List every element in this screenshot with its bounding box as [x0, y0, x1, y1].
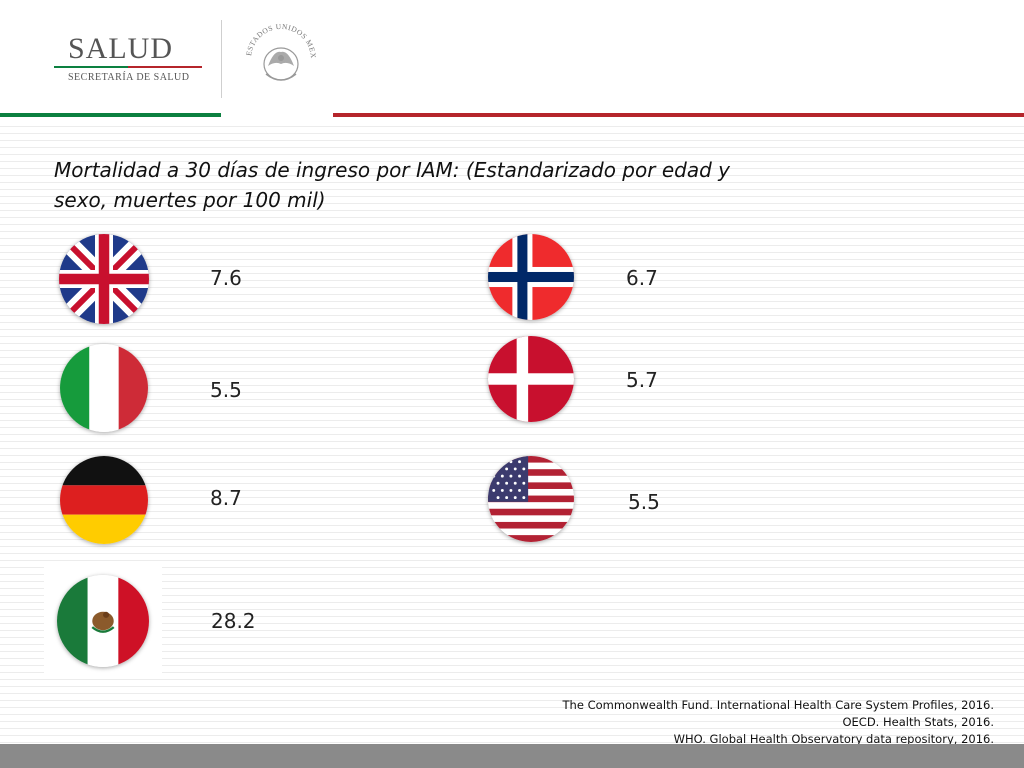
denmark-flag-icon [488, 336, 574, 422]
header-green-bar [0, 113, 221, 117]
usa-flag-icon [488, 456, 574, 542]
salud-logo-text: SALUD [68, 32, 174, 65]
slide-title: Mortalidad a 30 días de ingreso por IAM:… [54, 158, 730, 212]
norway-value: 6.7 [626, 266, 658, 290]
norway-flag-icon [488, 234, 574, 320]
reference-line: WHO. Global Health Observatory data repo… [673, 732, 994, 746]
mexico-value: 28.2 [211, 609, 256, 633]
striped-background [0, 120, 1024, 744]
mexico-flag-icon [57, 575, 149, 667]
usa-value: 5.5 [628, 490, 660, 514]
header: SALUD SECRETARÍA DE SALUD ESTADOS UNIDOS… [0, 0, 1024, 120]
footer-bar [0, 744, 1024, 768]
italy-flag-icon [60, 344, 148, 432]
salud-logo-subtext: SECRETARÍA DE SALUD [68, 72, 190, 83]
header-red-bar [333, 113, 1024, 117]
italy-value: 5.5 [210, 378, 242, 402]
uk-value: 7.6 [210, 266, 242, 290]
reference-line: The Commonwealth Fund. International Hea… [562, 698, 994, 712]
germany-value: 8.7 [210, 486, 242, 510]
logo-divider [221, 20, 222, 98]
denmark-value: 5.7 [626, 368, 658, 392]
mexico-seal-icon: ESTADOS UNIDOS MEXICANOS [235, 7, 324, 100]
references: The Commonwealth Fund. International Hea… [563, 697, 994, 748]
reference-line: OECD. Health Stats, 2016. [842, 715, 994, 729]
united-kingdom-flag-icon [59, 234, 149, 324]
logo-underline [54, 66, 202, 68]
germany-flag-icon [60, 456, 148, 544]
